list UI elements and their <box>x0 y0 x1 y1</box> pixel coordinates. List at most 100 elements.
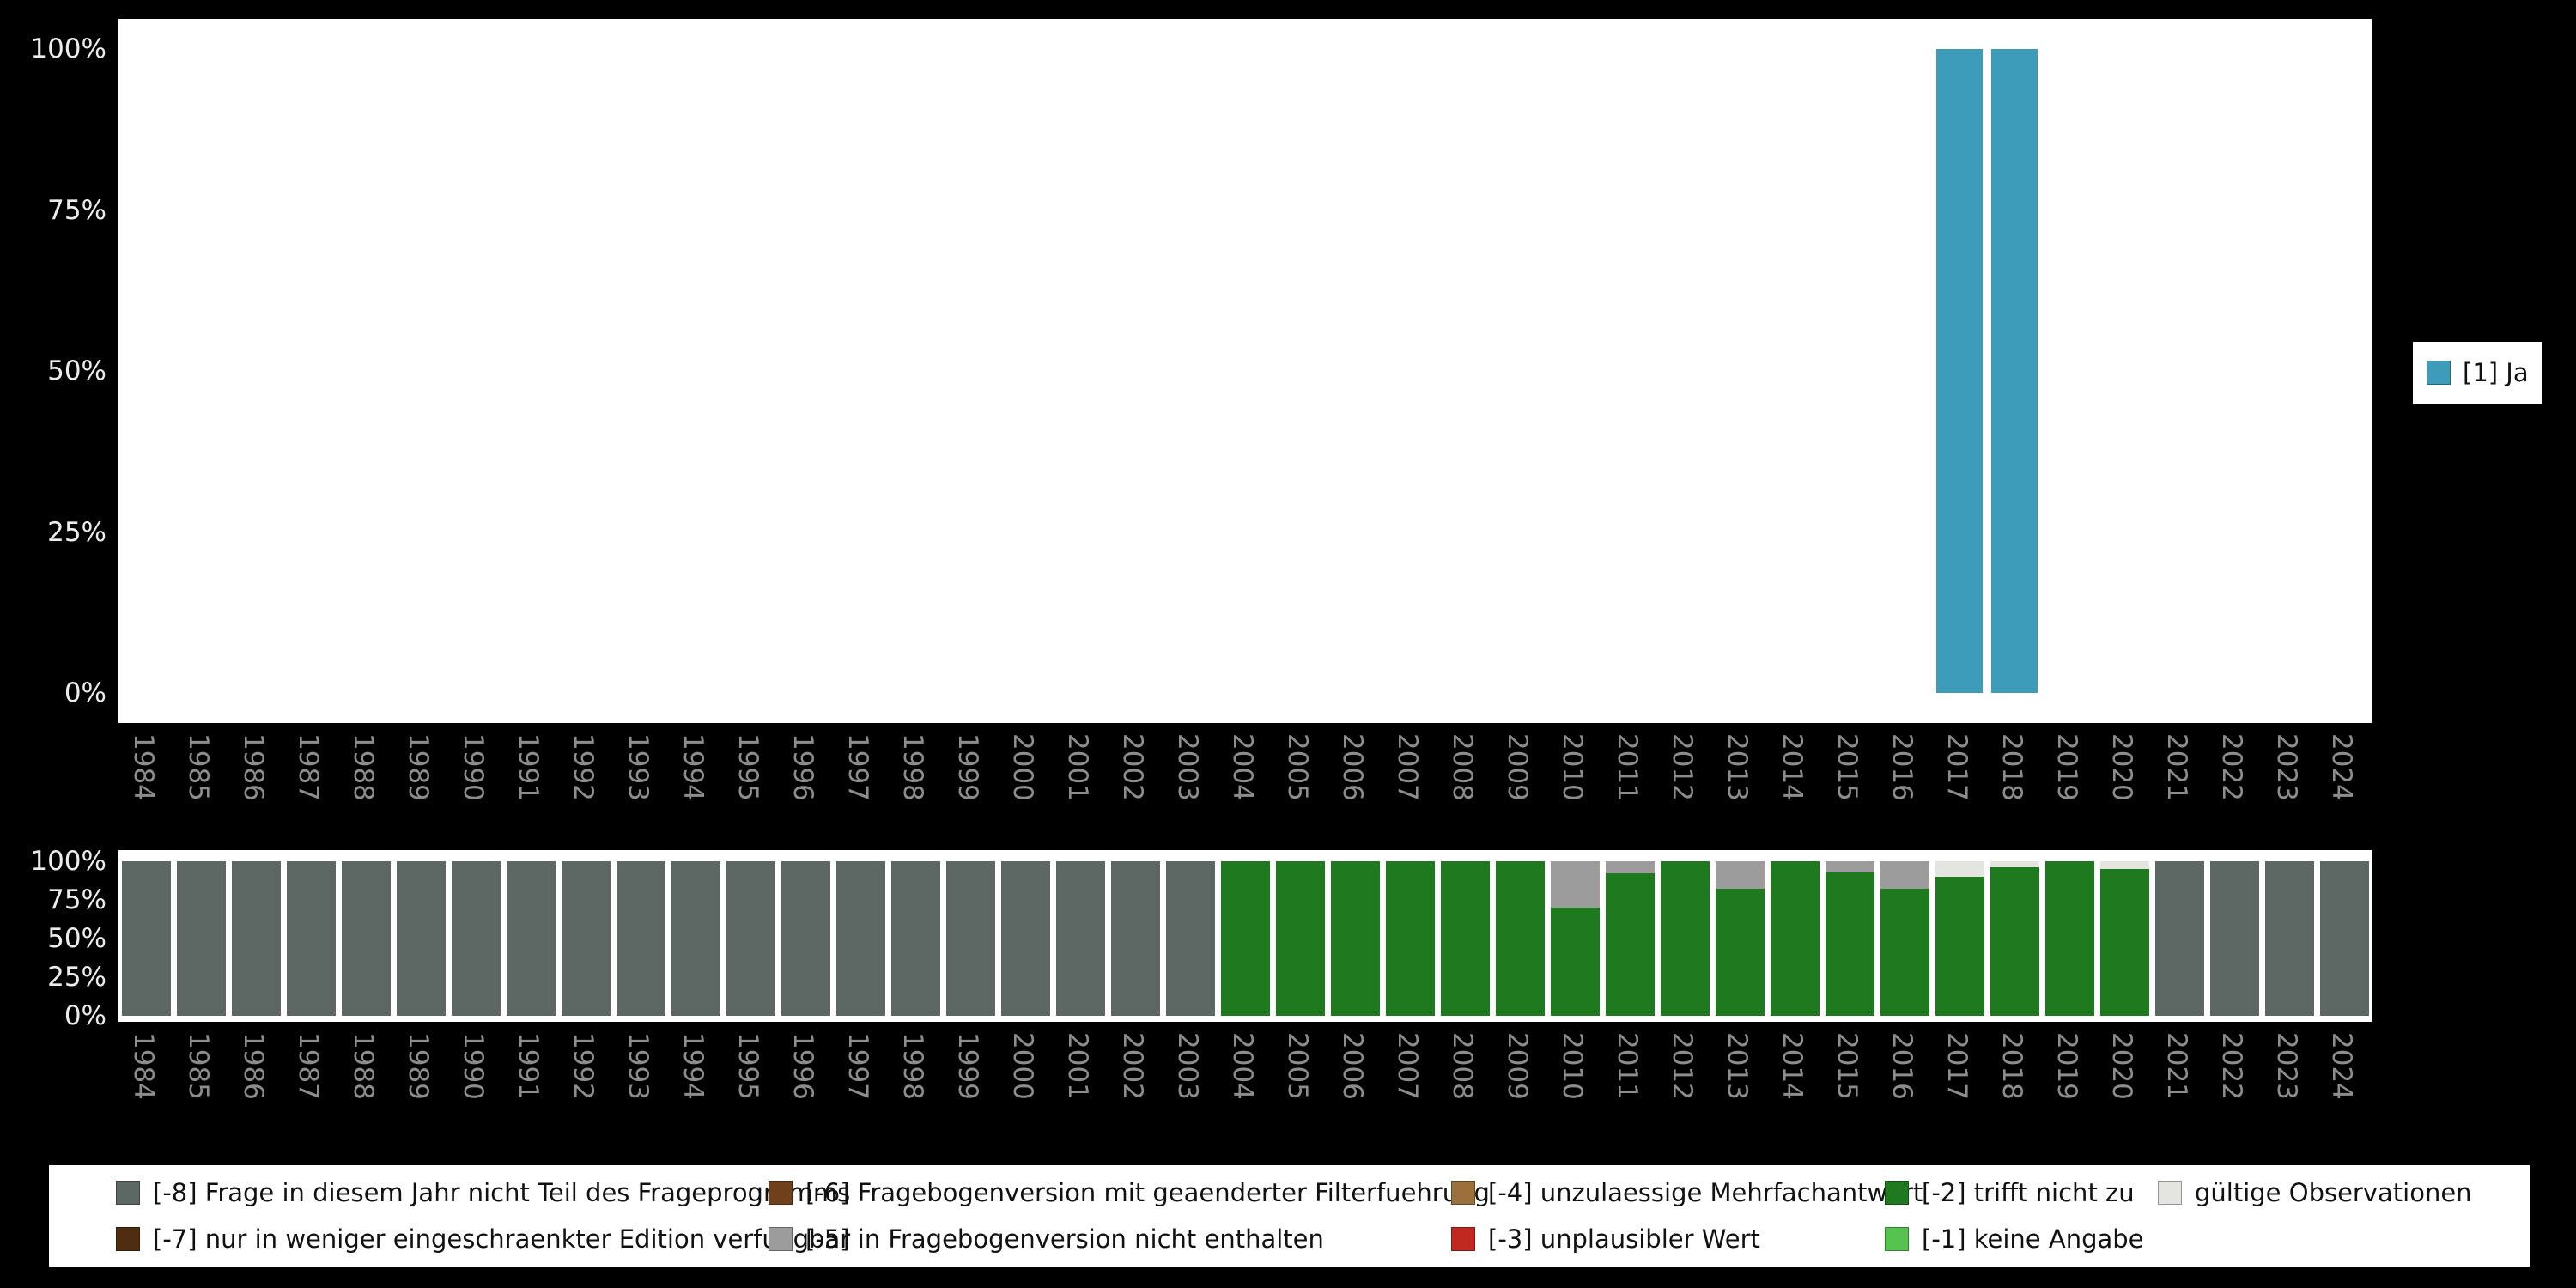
bottom-y-tick-label: 100% <box>30 846 106 877</box>
top-x-tick-label: 2008 <box>1447 733 1478 801</box>
top-x-tick-label: 1998 <box>897 733 928 801</box>
legend-swatch <box>1451 1181 1475 1205</box>
top-x-tick-label: 2020 <box>2106 733 2137 801</box>
bottom-x-tick-label: 2003 <box>1172 1032 1203 1100</box>
bottom-bar-segment <box>835 861 885 1016</box>
bottom-bar-segment <box>1000 861 1050 1016</box>
legend-label: [-4] unzulaessige Mehrfachantwort <box>1488 1178 1923 1207</box>
bottom-x-tick-label: 1994 <box>677 1032 708 1100</box>
bottom-bar-segment <box>2209 861 2259 1016</box>
legend-swatch <box>116 1227 140 1251</box>
top-x-tick-label: 1997 <box>842 733 873 801</box>
top-bar-segment <box>1991 49 2038 693</box>
legend-label: [-5] in Fragebogenversion nicht enthalte… <box>805 1224 1324 1254</box>
bottom-x-tick-label: 2004 <box>1227 1032 1258 1100</box>
legend-item: gültige Observationen <box>2158 1178 2512 1207</box>
bottom-bar-segment <box>1275 861 1325 1016</box>
bottom-bar-segment <box>616 861 665 1016</box>
bottom-bar-segment <box>1495 861 1545 1016</box>
top-x-tick-label: 2000 <box>1007 733 1038 801</box>
bottom-x-tick-label: 2005 <box>1282 1032 1313 1100</box>
bottom-x-tick-label: 1988 <box>348 1032 379 1100</box>
legend-label: gültige Observationen <box>2195 1178 2472 1207</box>
bottom-bar-segment <box>1550 908 1600 1016</box>
bottom-bar-segment <box>231 861 281 1016</box>
bottom-bar-segment <box>1220 861 1270 1016</box>
bottom-bar-segment <box>1385 861 1435 1016</box>
top-x-tick-label: 2021 <box>2161 733 2192 801</box>
top-x-tick-label: 1991 <box>513 733 544 801</box>
top-x-tick-label: 2024 <box>2326 733 2357 801</box>
legend-item: [-2] trifft nicht zu <box>1885 1178 2158 1207</box>
bottom-bar-segment <box>396 861 446 1016</box>
legend-swatch <box>1451 1227 1475 1251</box>
top-x-tick-label: 2014 <box>1777 733 1807 801</box>
bottom-x-tick-label: 1991 <box>513 1032 544 1100</box>
bottom-x-tick-label: 2024 <box>2326 1032 2357 1100</box>
legend-label: [-6] Fragebogenversion mit geaenderter F… <box>805 1178 1490 1207</box>
bottom-bar-segment <box>451 861 501 1016</box>
legend-label: [-2] trifft nicht zu <box>1922 1178 2135 1207</box>
bottom-x-tick-label: 1996 <box>787 1032 818 1100</box>
top-x-tick-label: 2012 <box>1667 733 1698 801</box>
bottom-bar-segment <box>781 861 830 1016</box>
bottom-bar-segment <box>1990 861 2039 868</box>
legend-label: [-7] nur in weniger eingeschraenkter Edi… <box>153 1224 851 1254</box>
bottom-bar-segment <box>1990 867 2039 1016</box>
bottom-x-tick-label: 2007 <box>1392 1032 1423 1100</box>
bottom-x-tick-label: 1995 <box>732 1032 763 1100</box>
top-chart-legend: [1] Ja <box>2413 342 2542 404</box>
bottom-bar-segment <box>1935 861 1984 877</box>
legend-item: [-7] nur in weniger eingeschraenkter Edi… <box>116 1224 850 1254</box>
top-bar-segment <box>1936 49 1983 693</box>
bottom-x-tick-label: 2013 <box>1722 1032 1753 1100</box>
bottom-bar-segment <box>2099 861 2149 869</box>
top-x-tick-label: 2022 <box>2216 733 2247 801</box>
bottom-x-tick-label: 2000 <box>1007 1032 1038 1100</box>
bottom-x-tick-label: 2021 <box>2161 1032 2192 1100</box>
bottom-bar-segment <box>1715 861 1765 890</box>
legend-item: [-1] keine Angabe <box>1885 1224 2158 1254</box>
bottom-x-tick-label: 1997 <box>842 1032 873 1100</box>
top-x-tick-label: 1984 <box>128 733 159 801</box>
top-x-tick-label: 2015 <box>1832 733 1862 801</box>
bottom-x-tick-label: 2008 <box>1447 1032 1478 1100</box>
bottom-x-tick-label: 1990 <box>458 1032 489 1100</box>
top-x-tick-label: 1987 <box>293 733 324 801</box>
legend-swatch <box>769 1227 793 1251</box>
legend-item: [-4] unzulaessige Mehrfachantwort <box>1451 1178 1923 1207</box>
top-x-tick-label: 2005 <box>1282 733 1313 801</box>
top-x-tick-label: 1988 <box>348 733 379 801</box>
bottom-x-tick-label: 1984 <box>128 1032 159 1100</box>
legend-swatch <box>2158 1181 2182 1205</box>
bottom-bar-segment <box>1440 861 1490 1016</box>
top-x-tick-label: 1993 <box>623 733 653 801</box>
bottom-x-tick-label: 2016 <box>1886 1032 1917 1100</box>
top-x-tick-label: 1996 <box>787 733 818 801</box>
top-chart-plot <box>118 19 2372 723</box>
bottom-bar-segment <box>286 861 336 1016</box>
bottom-x-tick-label: 2019 <box>2051 1032 2082 1100</box>
bottom-bar-segment <box>1825 861 1874 872</box>
bottom-y-tick-label: 75% <box>47 884 106 915</box>
legend-swatch <box>1885 1227 1909 1251</box>
bottom-x-tick-label: 1986 <box>238 1032 269 1100</box>
legend-item: [-6] Fragebogenversion mit geaenderter F… <box>769 1178 1490 1207</box>
top-x-tick-label: 2017 <box>1941 733 1972 801</box>
bottom-y-tick-label: 25% <box>47 962 106 993</box>
legend-item: [-5] in Fragebogenversion nicht enthalte… <box>769 1224 1451 1254</box>
legend-item: [-8] Frage in diesem Jahr nicht Teil des… <box>116 1178 850 1207</box>
bottom-x-tick-label: 1987 <box>293 1032 324 1100</box>
bottom-x-tick-label: 2009 <box>1502 1032 1533 1100</box>
bottom-x-tick-label: 2012 <box>1667 1032 1698 1100</box>
top-x-tick-label: 1992 <box>568 733 598 801</box>
top-x-tick-label: 2011 <box>1612 733 1643 801</box>
top-x-tick-label: 2019 <box>2051 733 2082 801</box>
top-x-tick-label: 1989 <box>403 733 434 801</box>
bottom-x-tick-label: 2023 <box>2271 1032 2302 1100</box>
bottom-bar-segment <box>2044 861 2094 1016</box>
bottom-bar-segment <box>890 861 940 1016</box>
bottom-bar-segment <box>1880 861 1929 890</box>
bottom-bar-segment <box>945 861 995 1016</box>
bottom-bar-segment <box>671 861 720 1016</box>
